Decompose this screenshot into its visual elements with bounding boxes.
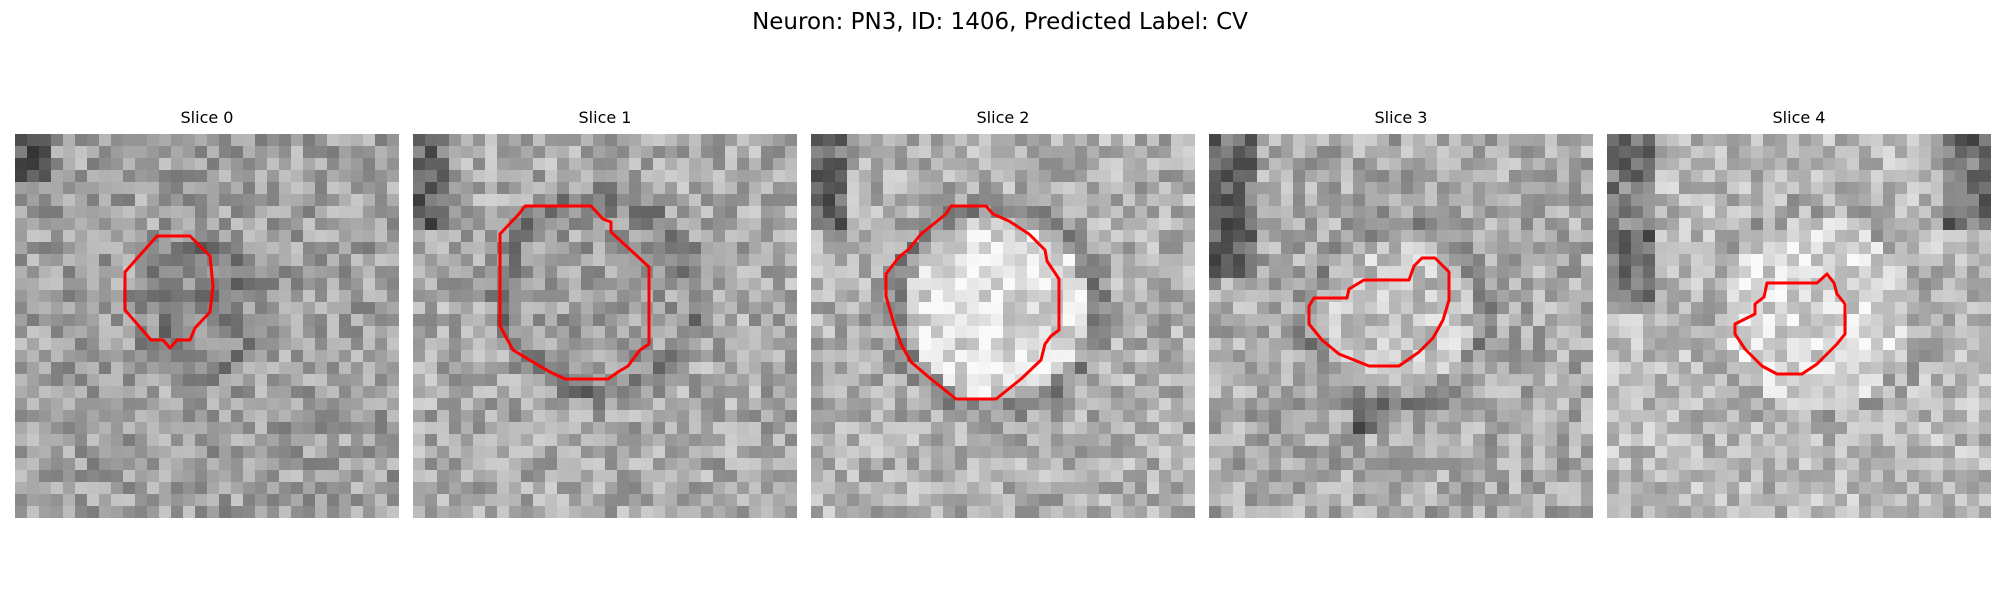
slice-panel-2: Slice 2 [811, 108, 1195, 518]
slice-title: Slice 1 [578, 108, 632, 127]
slice-title: Slice 2 [976, 108, 1030, 127]
grayscale-slice-image [413, 134, 797, 518]
grayscale-slice-image [1607, 134, 1991, 518]
segmentation-contour [498, 204, 651, 381]
slice-title: Slice 4 [1772, 108, 1826, 127]
slice-panel-4: Slice 4 [1607, 108, 1991, 518]
slice-panel-0: Slice 0 [15, 108, 399, 518]
slice-image-wrap [15, 134, 399, 518]
segmentation-contour [123, 234, 215, 350]
grayscale-slice-image [1209, 134, 1593, 518]
contour-outline [884, 204, 1061, 401]
slice-panel-1: Slice 1 [413, 108, 797, 518]
grayscale-slice-image [811, 134, 1195, 518]
contour-outline [123, 234, 215, 350]
slice-title: Slice 0 [180, 108, 234, 127]
contour-outline [1307, 256, 1451, 368]
grayscale-slice-image [15, 134, 399, 518]
slice-image-wrap [413, 134, 797, 518]
slice-image-wrap [811, 134, 1195, 518]
slice-image-wrap [1209, 134, 1593, 518]
slice-panel-3: Slice 3 [1209, 108, 1593, 518]
segmentation-contour [884, 204, 1061, 401]
contour-outline [1733, 272, 1847, 376]
contour-outline [498, 204, 651, 381]
figure-title: Neuron: PN3, ID: 1406, Predicted Label: … [752, 9, 1248, 35]
segmentation-contour [1733, 272, 1847, 376]
segmentation-contour [1307, 256, 1451, 368]
slice-image-wrap [1607, 134, 1991, 518]
slice-title: Slice 3 [1374, 108, 1428, 127]
